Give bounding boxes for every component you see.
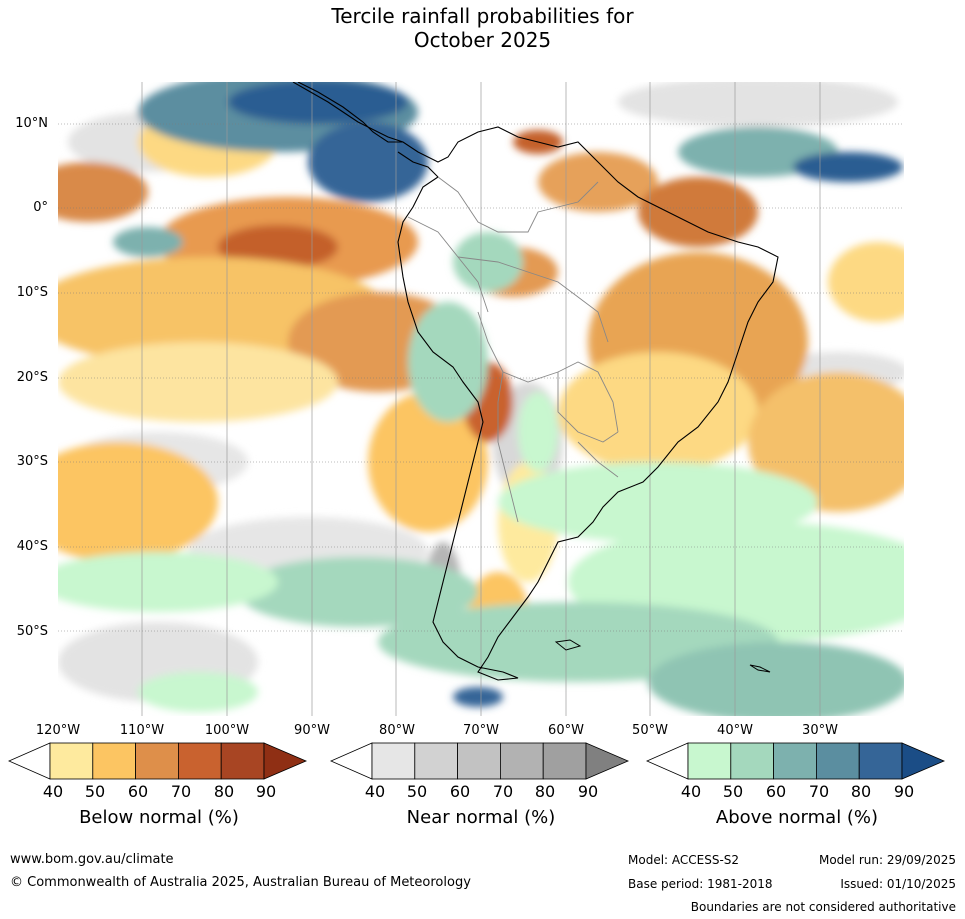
below-normal-title: Below normal (%) — [79, 807, 239, 828]
below-swatch-2 — [92, 742, 137, 780]
south-georgia — [749, 664, 771, 673]
near-swatch-5 — [542, 742, 587, 780]
probability-map — [58, 82, 904, 716]
title-line-1: Tercile rainfall probabilities for — [331, 4, 634, 28]
above-swatch-1 — [687, 742, 732, 780]
footer-model-run: Model run: 29/09/2025 — [818, 853, 956, 867]
colorbar-below-swatches — [8, 742, 308, 780]
below-tick-40: 40 — [42, 782, 64, 801]
colorbar-above — [646, 742, 946, 780]
above-swatch-4 — [815, 742, 860, 780]
near-tick-40: 40 — [364, 782, 386, 801]
above-tick-80: 80 — [850, 782, 872, 801]
near-arrow-low — [330, 742, 373, 780]
lon-label-120w: 120°W — [35, 723, 81, 738]
footer-url[interactable]: www.bom.gov.au/climate — [10, 852, 174, 867]
lon-label-60w: 60°W — [548, 723, 584, 738]
below-tick-60: 60 — [127, 782, 149, 801]
lon-label-80w: 80°W — [379, 723, 415, 738]
above-swatch-5 — [858, 742, 903, 780]
lat-label-10s: 10°S — [16, 285, 48, 300]
above-tick-50: 50 — [722, 782, 744, 801]
colorbar-below — [8, 742, 308, 780]
south-america-coastline — [292, 82, 779, 681]
below-tick-50: 50 — [84, 782, 106, 801]
falklands — [554, 639, 582, 651]
near-swatch-2 — [414, 742, 459, 780]
lon-label-40w: 40°W — [717, 723, 753, 738]
below-tick-90: 90 — [255, 782, 277, 801]
lon-label-70w: 70°W — [463, 723, 499, 738]
footer-model: Model: ACCESS-S2 — [628, 853, 740, 867]
near-tick-60: 60 — [449, 782, 471, 801]
below-tick-70: 70 — [170, 782, 192, 801]
meridians — [141, 82, 821, 716]
colorbar-near-swatches — [330, 742, 630, 780]
below-swatch-1 — [49, 742, 94, 780]
below-swatch-5 — [220, 742, 265, 780]
above-tick-70: 70 — [808, 782, 830, 801]
lat-label-30s: 30°S — [16, 454, 48, 469]
below-swatch-4 — [177, 742, 222, 780]
above-arrow-high — [901, 742, 946, 780]
above-tick-60: 60 — [765, 782, 787, 801]
near-tick-70: 70 — [492, 782, 514, 801]
central-america-coastline — [297, 82, 403, 143]
lat-label-50s: 50°S — [16, 624, 48, 639]
lat-label-20s: 20°S — [16, 370, 48, 385]
lat-label-10n: 10°N — [15, 116, 48, 131]
chart-title: Tercile rainfall probabilities for Octob… — [0, 4, 965, 52]
footer-disclaimer: Boundaries are not considered authoritat… — [690, 900, 956, 914]
map-svg — [58, 82, 904, 716]
near-normal-title: Near normal (%) — [406, 807, 556, 828]
above-arrow-low — [646, 742, 689, 780]
lat-label-40s: 40°S — [16, 539, 48, 554]
below-swatch-3 — [135, 742, 179, 780]
lon-label-50w: 50°W — [632, 723, 668, 738]
country-borders — [407, 176, 619, 523]
above-tick-90: 90 — [893, 782, 915, 801]
above-swatch-3 — [773, 742, 817, 780]
footer-base-period: Base period: 1981-2018 — [628, 877, 773, 891]
near-arrow-high — [585, 742, 630, 780]
above-tick-40: 40 — [680, 782, 702, 801]
title-line-2: October 2025 — [413, 28, 552, 52]
lat-label-0: 0° — [33, 200, 48, 215]
footer-copyright: © Commonwealth of Australia 2025, Austra… — [10, 875, 471, 890]
lon-label-110w: 110°W — [119, 723, 165, 738]
colorbar-near — [330, 742, 630, 780]
above-swatch-2 — [730, 742, 775, 780]
probability-shading — [58, 82, 904, 716]
footer-issued: Issued: 01/10/2025 — [840, 877, 956, 891]
below-tick-80: 80 — [213, 782, 235, 801]
near-swatch-3 — [457, 742, 501, 780]
near-tick-80: 80 — [534, 782, 556, 801]
lon-label-30w: 30°W — [802, 723, 838, 738]
lon-label-90w: 90°W — [294, 723, 330, 738]
below-arrow-high — [263, 742, 308, 780]
colorbar-above-swatches — [646, 742, 946, 780]
near-tick-90: 90 — [577, 782, 599, 801]
lon-label-100w: 100°W — [204, 723, 250, 738]
near-tick-50: 50 — [406, 782, 428, 801]
above-normal-title: Above normal (%) — [715, 807, 879, 828]
near-swatch-1 — [371, 742, 416, 780]
below-arrow-low — [8, 742, 51, 780]
near-swatch-4 — [499, 742, 544, 780]
